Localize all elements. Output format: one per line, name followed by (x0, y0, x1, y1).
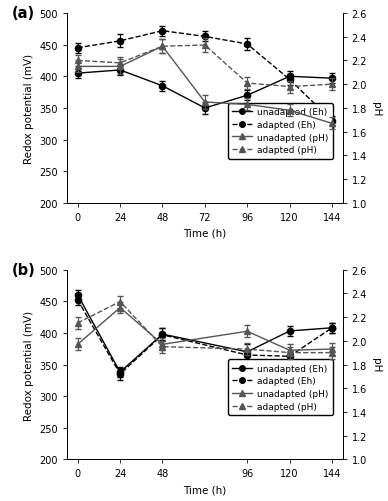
Text: (b): (b) (12, 263, 36, 278)
Y-axis label: Redox potential (mV): Redox potential (mV) (24, 310, 34, 420)
X-axis label: Time (h): Time (h) (183, 484, 227, 494)
X-axis label: Time (h): Time (h) (183, 228, 227, 238)
Legend: unadapted (Eh), adapted (Eh), unadapted (pH), adapted (pH): unadapted (Eh), adapted (Eh), unadapted … (228, 360, 333, 415)
Y-axis label: Redox potential (mV): Redox potential (mV) (24, 54, 34, 164)
Y-axis label: pH: pH (371, 358, 381, 372)
Legend: unadapted (Eh), adapted (Eh), unadapted (pH), adapted (pH): unadapted (Eh), adapted (Eh), unadapted … (228, 104, 333, 159)
Y-axis label: pH: pH (371, 102, 381, 116)
Text: (a): (a) (12, 7, 35, 22)
